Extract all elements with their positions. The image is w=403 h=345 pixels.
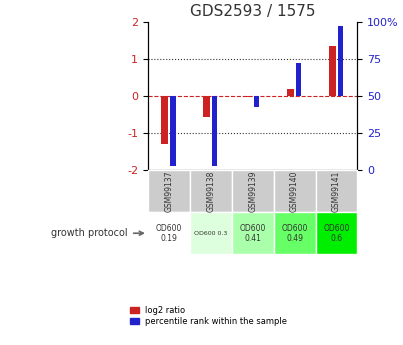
Bar	[212, 96, 218, 166]
FancyBboxPatch shape	[232, 170, 274, 212]
FancyBboxPatch shape	[316, 170, 357, 212]
FancyBboxPatch shape	[232, 212, 274, 254]
Text: growth protocol: growth protocol	[52, 228, 143, 238]
Bar	[254, 96, 260, 107]
Bar	[338, 26, 343, 96]
Bar	[170, 96, 176, 166]
FancyBboxPatch shape	[190, 170, 232, 212]
FancyBboxPatch shape	[316, 212, 357, 254]
Bar	[296, 63, 301, 96]
Text: OD600
0.6: OD600 0.6	[323, 224, 350, 243]
FancyBboxPatch shape	[274, 212, 316, 254]
Text: GSM99137: GSM99137	[164, 171, 173, 212]
Text: GSM99141: GSM99141	[332, 171, 341, 212]
Bar	[328, 46, 336, 96]
Text: OD600
0.49: OD600 0.49	[281, 224, 308, 243]
FancyBboxPatch shape	[148, 212, 190, 254]
FancyBboxPatch shape	[190, 212, 232, 254]
FancyBboxPatch shape	[148, 170, 190, 212]
Title: GDS2593 / 1575: GDS2593 / 1575	[190, 4, 316, 19]
Bar	[287, 89, 294, 96]
Text: OD600 0.3: OD600 0.3	[194, 231, 227, 236]
Text: OD600
0.41: OD600 0.41	[239, 224, 266, 243]
Text: GSM99138: GSM99138	[206, 171, 215, 212]
FancyBboxPatch shape	[274, 170, 316, 212]
Legend: log2 ratio, percentile rank within the sample: log2 ratio, percentile rank within the s…	[127, 302, 291, 329]
Bar	[203, 96, 210, 117]
Text: GSM99139: GSM99139	[248, 171, 257, 212]
Text: GSM99140: GSM99140	[290, 171, 299, 212]
Text: OD600
0.19: OD600 0.19	[156, 224, 182, 243]
Bar	[245, 96, 252, 97]
Bar	[161, 96, 168, 145]
